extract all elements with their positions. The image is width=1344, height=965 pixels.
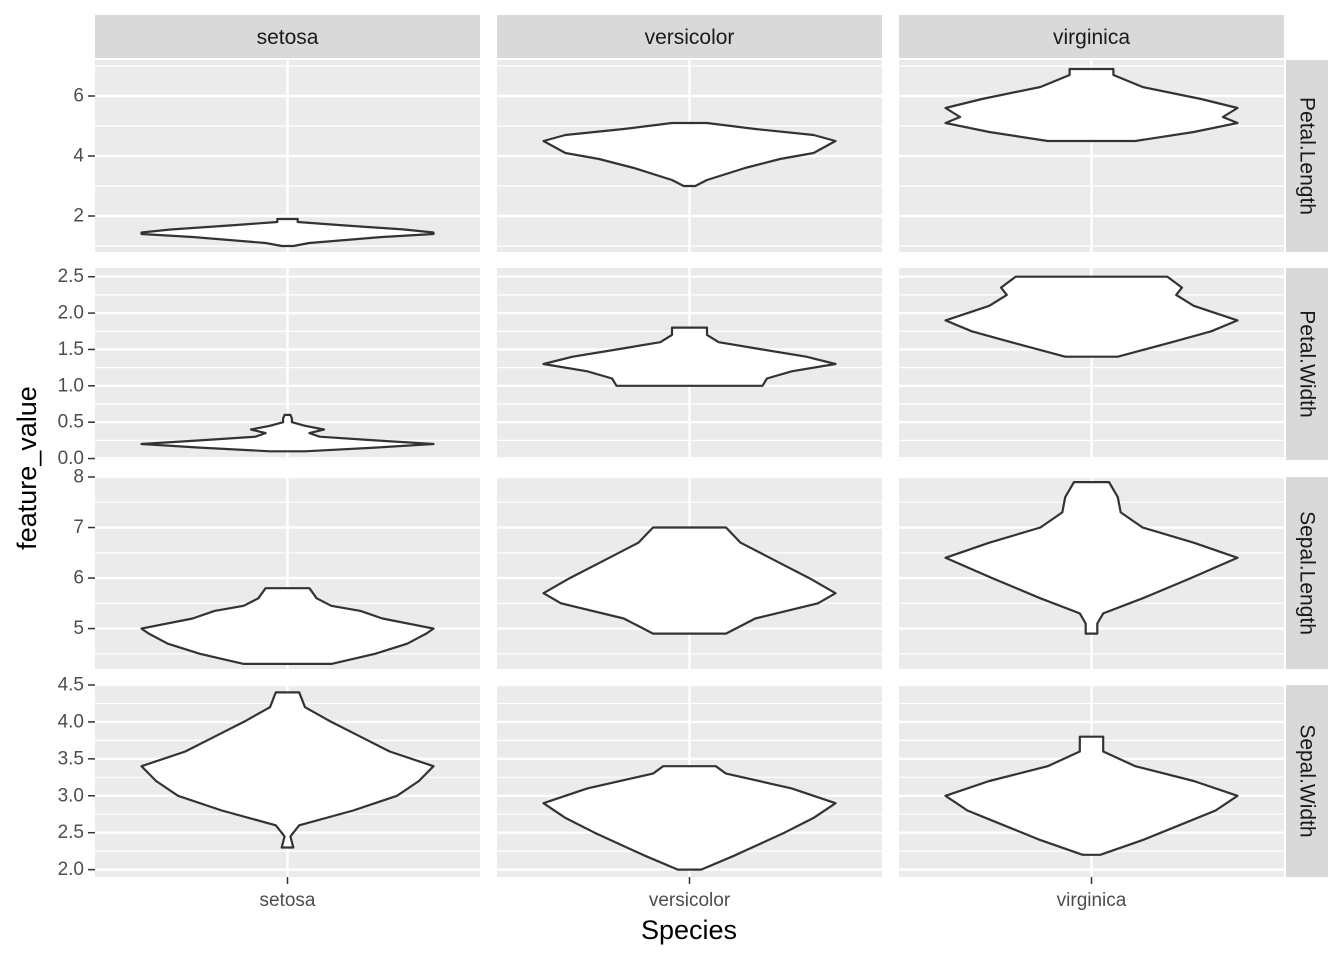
x-tick-label: virginica xyxy=(1057,890,1127,911)
facet-strip-row-label: Sepal.Width xyxy=(1296,724,1319,837)
x-tick-label: versicolor xyxy=(649,890,731,911)
y-tick-label: 5 xyxy=(73,618,84,639)
y-tick-label: 4.0 xyxy=(58,711,84,732)
facet-strip-column xyxy=(497,15,882,58)
y-tick-label: 2.0 xyxy=(58,303,84,324)
facet-strip-row xyxy=(1286,268,1328,460)
violin-virginica xyxy=(944,275,1239,358)
facet-strip-row xyxy=(1286,60,1328,252)
y-tick-label: 1.5 xyxy=(58,339,84,360)
facet-strip-column xyxy=(95,15,480,58)
x-axis-title: Species xyxy=(641,915,737,945)
violin-versicolor xyxy=(542,326,837,387)
y-tick-label: 0.5 xyxy=(58,412,84,433)
y-tick-label: 2.0 xyxy=(58,859,84,880)
y-tick-label: 8 xyxy=(73,467,84,488)
y-tick-label: 2.5 xyxy=(58,822,84,843)
y-tick-label: 4.5 xyxy=(58,675,84,696)
violin-virginica xyxy=(944,481,1239,635)
facet-strip-column-label: versicolor xyxy=(645,26,735,49)
y-tick-label: 2.5 xyxy=(58,266,84,287)
y-tick-label: 7 xyxy=(73,517,84,538)
facet-strip-column xyxy=(899,15,1284,58)
facet-strip-row xyxy=(1286,685,1328,877)
violin-virginica xyxy=(944,735,1239,856)
violin-setosa xyxy=(140,413,435,453)
y-tick-label: 4 xyxy=(73,146,84,167)
violin-versicolor xyxy=(542,765,837,871)
facet-strip-row-label: Sepal.Length xyxy=(1296,511,1319,635)
violin-setosa xyxy=(140,691,435,849)
y-tick-label: 3.5 xyxy=(58,748,84,769)
facet-strip-column-label: setosa xyxy=(257,26,319,49)
y-tick-label: 0.0 xyxy=(58,448,84,469)
facet-strip-column-label: virginica xyxy=(1053,26,1130,49)
facet-strip-row xyxy=(1286,477,1328,669)
violin-setosa xyxy=(140,587,435,665)
y-tick-label: 6 xyxy=(73,568,84,589)
violin-virginica xyxy=(944,67,1239,143)
x-tick-label: setosa xyxy=(260,890,316,911)
violin-versicolor xyxy=(542,526,837,635)
y-axis-title: feature_value xyxy=(12,386,42,550)
y-tick-label: 3.0 xyxy=(58,785,84,806)
y-tick-label: 1.0 xyxy=(58,375,84,396)
facet-strip-row-label: Petal.Length xyxy=(1296,97,1319,215)
facet-strip-row-label: Petal.Width xyxy=(1296,310,1319,417)
y-tick-label: 2 xyxy=(73,206,84,227)
y-tick-label: 6 xyxy=(73,86,84,107)
violin-setosa xyxy=(140,217,435,248)
violin-versicolor xyxy=(542,121,837,188)
